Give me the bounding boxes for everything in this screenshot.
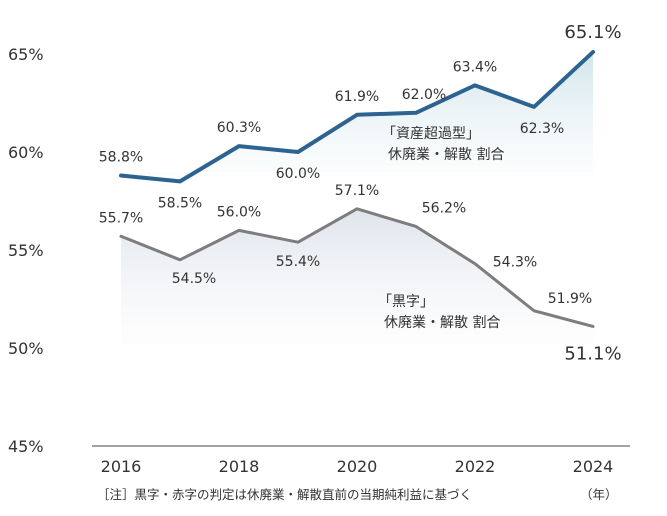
data-label: 51.9% — [548, 291, 592, 307]
x-tick-label: 2022 — [455, 457, 496, 476]
data-label: 65.1% — [564, 22, 621, 43]
series-2-line — [119, 207, 595, 328]
x-tick-label: 2020 — [337, 457, 378, 476]
data-label: 61.9% — [335, 89, 379, 105]
y-tick-label: 50% — [8, 339, 44, 358]
series-label-line: 休廃業・解散 割合 — [388, 146, 504, 163]
data-label: 56.2% — [422, 200, 466, 216]
series-label-line: 「黒字」 — [378, 294, 434, 310]
series-2-area — [121, 208, 593, 350]
data-label: 62.3% — [520, 121, 564, 137]
y-tick-label: 45% — [8, 437, 44, 456]
series-1-line — [119, 50, 595, 184]
x-tick-label: 2016 — [101, 457, 142, 476]
data-label: 60.3% — [217, 120, 261, 136]
y-tick-label: 60% — [8, 143, 44, 162]
series-label-line: 休廃業・解散 割合 — [384, 314, 500, 331]
data-label: 55.4% — [276, 254, 320, 270]
data-label: 54.3% — [493, 255, 537, 271]
data-label: 55.7% — [99, 210, 143, 226]
series-1-annotation: 「資産超過型」休廃業・解散 割合 — [382, 126, 504, 163]
series-2-annotation: 「黒字」休廃業・解散 割合 — [378, 294, 500, 331]
x-tick-label: 2018 — [219, 457, 260, 476]
x-tick-label: 2024 — [573, 457, 614, 476]
y-tick-label: 55% — [8, 241, 44, 260]
data-label: 63.4% — [453, 59, 497, 75]
data-label: 62.0% — [402, 87, 446, 103]
series-label-line: 「資産超過型」 — [382, 126, 480, 142]
data-label: 57.1% — [335, 183, 379, 199]
data-label: 54.5% — [172, 271, 216, 287]
data-label: 56.0% — [217, 204, 261, 220]
data-label: 58.8% — [99, 150, 143, 166]
data-label: 58.5% — [158, 195, 202, 211]
footnote: ［注］黒字・赤字の判定は休廃業・解散直前の当期純利益に基づく — [97, 487, 473, 502]
data-label: 51.1% — [564, 343, 621, 364]
data-label: 60.0% — [276, 166, 320, 182]
y-tick-label: 65% — [8, 45, 44, 64]
x-axis-unit-label: （年） — [580, 487, 618, 502]
